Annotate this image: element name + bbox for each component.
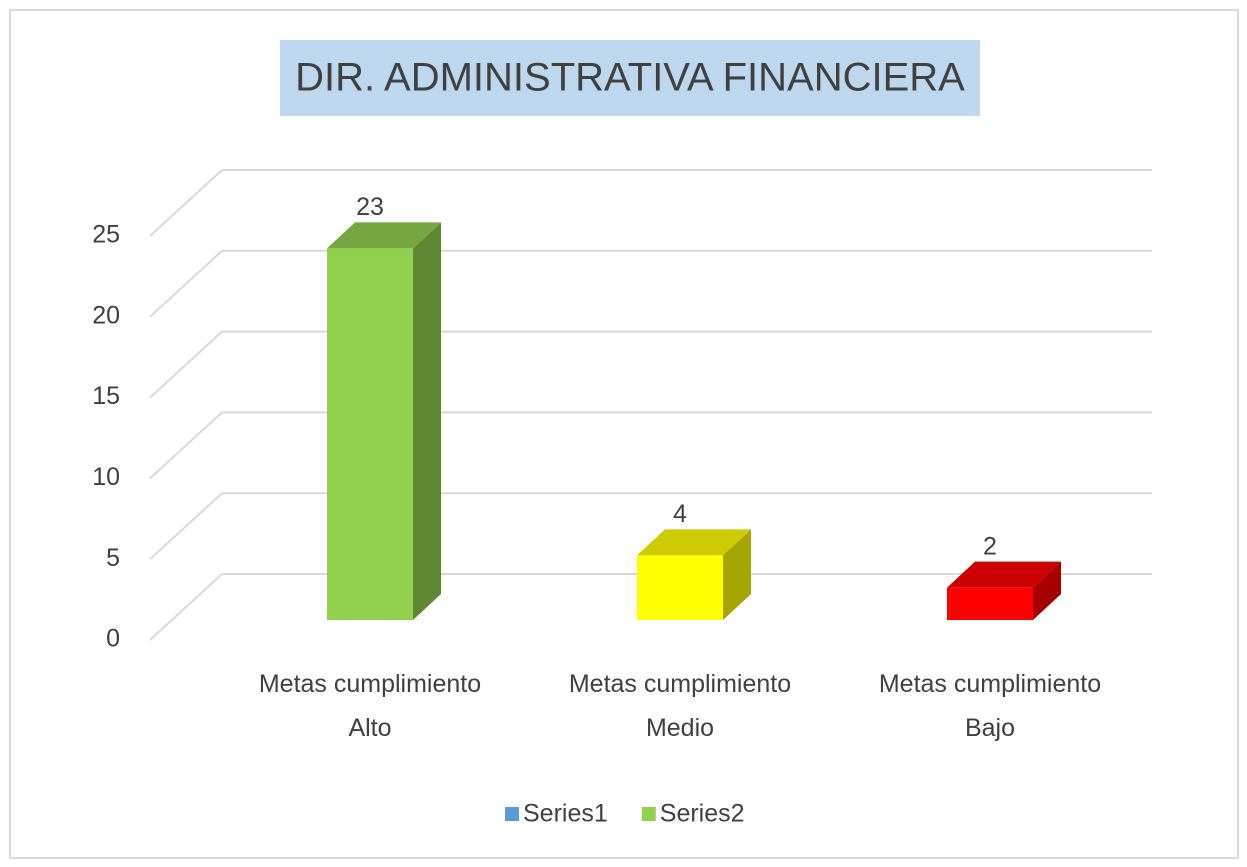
x-tick-label: Metas cumplimiento Medio <box>568 670 792 742</box>
bar <box>327 248 413 620</box>
x-tick-label-box: Metas cumplimiento Alto <box>258 670 482 742</box>
bar-side <box>1033 561 1061 620</box>
grid-line-side <box>149 250 223 318</box>
legend-swatch <box>641 807 656 821</box>
x-tick-label: Metas cumplimiento Bajo <box>878 670 1102 742</box>
chart-title: DIR. ADMINISTRATIVA FINANCIERA <box>295 56 965 100</box>
y-tick-label: 20 <box>92 301 120 329</box>
bar <box>637 555 723 620</box>
legend-label: Series1 <box>523 800 608 828</box>
grid-line-side <box>149 411 223 480</box>
y-tick-label: 10 <box>92 463 120 491</box>
grid-line-side <box>149 169 223 237</box>
x-tick-label-box: Metas cumplimiento Medio <box>568 670 792 742</box>
y-tick-label: 25 <box>92 221 120 249</box>
data-label: 23 <box>356 193 384 221</box>
grid-line-side <box>149 330 223 399</box>
data-label: 4 <box>673 500 687 528</box>
legend-swatch <box>505 807 519 821</box>
y-tick-label: 15 <box>92 382 120 410</box>
data-label: 2 <box>983 532 997 560</box>
grid-line-side <box>149 573 223 641</box>
bar <box>947 587 1033 620</box>
x-tick-label-box: Metas cumplimiento Bajo <box>878 670 1102 742</box>
bar-side <box>413 222 441 620</box>
y-tick-label: 0 <box>106 625 120 653</box>
title-box <box>280 40 980 116</box>
bar-top <box>327 222 441 249</box>
x-tick-label: Metas cumplimiento Alto <box>258 670 482 742</box>
y-tick-label: 5 <box>106 544 120 572</box>
legend-label: Series2 <box>660 800 745 828</box>
bar-side <box>723 529 751 620</box>
bar-top <box>637 529 751 556</box>
grid-line-side <box>149 492 223 560</box>
bar-top <box>947 561 1061 588</box>
chart-border <box>9 9 1239 859</box>
